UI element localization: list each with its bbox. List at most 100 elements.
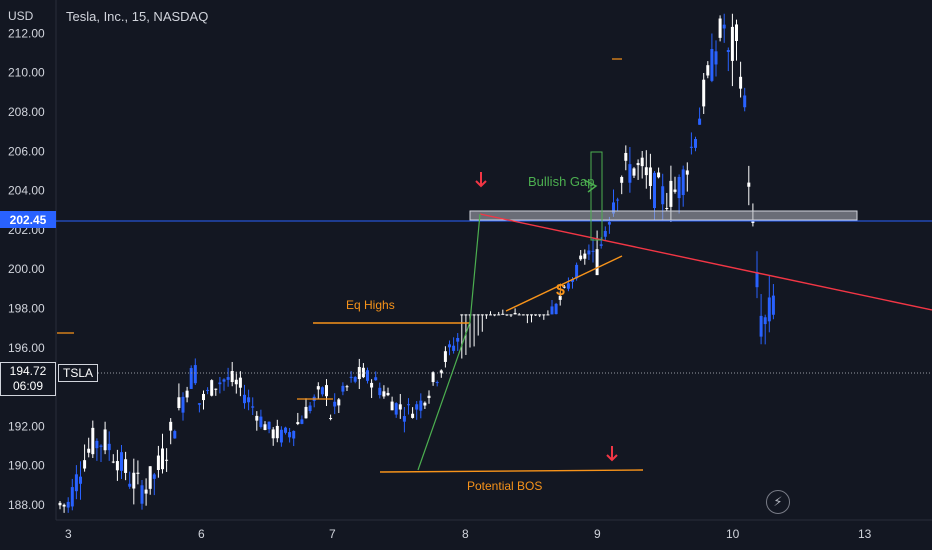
candle-body bbox=[316, 386, 320, 390]
y-tick-label: 190.00 bbox=[8, 459, 45, 473]
candle-body bbox=[62, 504, 66, 507]
candle-body bbox=[448, 344, 451, 348]
candle-body bbox=[681, 169, 685, 196]
impulse-line-2 bbox=[469, 213, 481, 323]
candle-body bbox=[353, 377, 357, 382]
candle-body bbox=[398, 404, 402, 410]
candle-body bbox=[599, 244, 603, 246]
candle-body bbox=[653, 172, 656, 209]
candle-body bbox=[431, 372, 435, 383]
symbol-title[interactable]: Tesla, Inc., 15, NASDAQ bbox=[66, 9, 209, 24]
candle-body bbox=[735, 24, 738, 41]
y-tick-label: 192.00 bbox=[8, 419, 45, 433]
candle-body bbox=[271, 429, 275, 439]
candle-body bbox=[689, 146, 693, 148]
candle-body bbox=[603, 230, 607, 237]
candle-body bbox=[279, 429, 283, 443]
candle-body bbox=[341, 385, 345, 392]
y-tick-label: 204.00 bbox=[8, 184, 45, 198]
candle-body bbox=[337, 399, 341, 406]
grid bbox=[55, 0, 932, 521]
candle-body bbox=[513, 312, 517, 315]
candle-body bbox=[263, 424, 267, 430]
candle-body bbox=[771, 295, 775, 315]
x-tick-label: 6 bbox=[198, 527, 205, 541]
candle-body bbox=[726, 50, 730, 53]
candle-body bbox=[628, 164, 632, 183]
candle-body bbox=[255, 415, 259, 421]
candle-body bbox=[460, 314, 464, 316]
candle-body bbox=[366, 370, 369, 381]
bullish-gap-box bbox=[590, 151, 603, 241]
candle-body bbox=[173, 431, 177, 439]
candle-body bbox=[657, 172, 661, 178]
candle-body bbox=[140, 485, 144, 504]
descending-trendline bbox=[479, 213, 932, 311]
candle-body bbox=[361, 367, 365, 378]
candle-body bbox=[562, 286, 566, 288]
candle-body bbox=[284, 427, 287, 433]
candle-body bbox=[275, 425, 279, 439]
candle-body bbox=[415, 404, 419, 410]
candle-body bbox=[648, 167, 652, 186]
candle-body bbox=[74, 474, 78, 492]
candle-body bbox=[751, 221, 755, 223]
candle-body bbox=[292, 430, 296, 439]
candle-body bbox=[214, 388, 218, 390]
candle-body bbox=[66, 501, 70, 508]
candle-body bbox=[480, 314, 484, 316]
candle-body bbox=[702, 79, 706, 107]
candle-body bbox=[120, 452, 123, 471]
candle-body bbox=[550, 306, 554, 315]
candle-body bbox=[193, 365, 197, 384]
candle-body bbox=[136, 472, 140, 474]
potential-bos-label: Potential BOS bbox=[467, 479, 542, 493]
candle-body bbox=[607, 222, 611, 225]
candle-body bbox=[370, 382, 374, 388]
candle-body bbox=[747, 182, 751, 187]
candle-body bbox=[189, 368, 193, 389]
candle-body bbox=[70, 487, 74, 507]
impulse-line bbox=[417, 321, 471, 471]
candle-body bbox=[472, 314, 476, 316]
y-tick-label: 212.00 bbox=[8, 26, 45, 40]
candle-body bbox=[374, 377, 378, 381]
candle-body bbox=[394, 403, 398, 415]
candle-body bbox=[755, 271, 759, 288]
x-tick-label: 3 bbox=[65, 527, 72, 541]
candle-body bbox=[489, 314, 492, 316]
candle-body bbox=[288, 432, 292, 438]
candle-body bbox=[665, 207, 669, 209]
candle-body bbox=[501, 313, 505, 315]
candle-body bbox=[111, 461, 115, 463]
last-price: 194.72 bbox=[9, 364, 47, 378]
y-tick-label: 206.00 bbox=[8, 144, 45, 158]
candle-body bbox=[152, 474, 156, 479]
candle-body bbox=[411, 413, 415, 418]
candle-body bbox=[476, 314, 480, 316]
candle-body bbox=[583, 253, 587, 259]
candle-body bbox=[538, 314, 542, 316]
candle-body bbox=[661, 186, 665, 205]
candle-body bbox=[419, 400, 423, 411]
candle-body bbox=[144, 489, 148, 494]
candle-body bbox=[743, 95, 747, 108]
candle-body bbox=[83, 460, 87, 469]
candle-body bbox=[243, 394, 246, 404]
x-axis: 3 6 7 8 9 10 13 bbox=[65, 527, 872, 541]
y-axis: 188.00190.00192.00194.00196.00198.00200.… bbox=[8, 26, 45, 512]
candle-body bbox=[177, 397, 181, 409]
y-tick-label: 188.00 bbox=[8, 498, 45, 512]
candle-body bbox=[718, 18, 722, 38]
lightning-icon[interactable]: ⚡ bbox=[766, 490, 790, 514]
last-price-badge: 194.72 06:09 bbox=[0, 362, 56, 396]
candle-body bbox=[427, 395, 431, 399]
candle-body bbox=[595, 249, 599, 276]
candle-body bbox=[517, 314, 521, 316]
candle-body bbox=[132, 472, 136, 489]
candle-body bbox=[58, 502, 62, 506]
potential-bos-line bbox=[379, 469, 644, 473]
candle-body bbox=[329, 418, 333, 420]
candle-body bbox=[169, 421, 173, 431]
